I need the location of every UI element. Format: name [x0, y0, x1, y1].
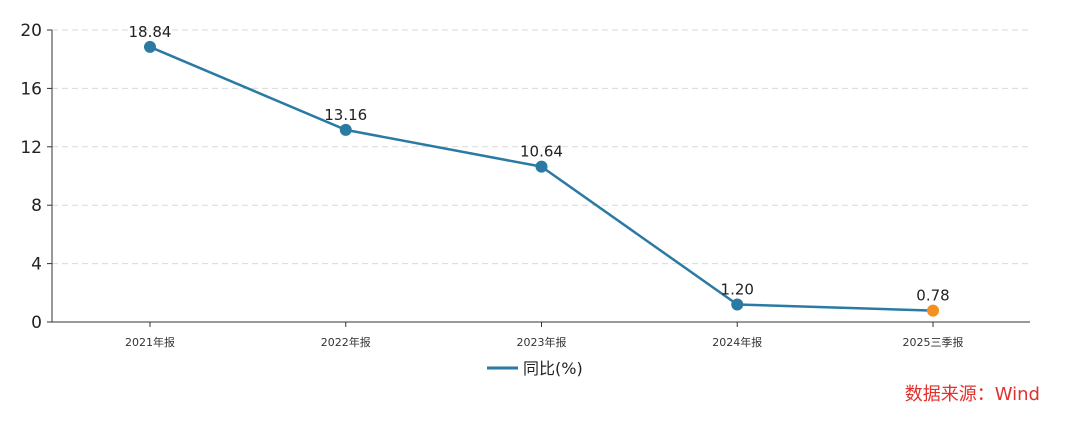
- x-tick-label: 2025三季报: [903, 335, 964, 349]
- source-note: 数据来源：Wind: [905, 384, 1040, 405]
- y-tick-labels: 0 4 8 12 16 20: [20, 21, 52, 333]
- x-tick-labels: 2021年报 2022年报 2023年报 2024年报 2025三季报: [125, 322, 964, 349]
- x-tick-label: 2023年报: [517, 335, 567, 349]
- data-point: [535, 160, 548, 173]
- data-label: 13.16: [324, 106, 367, 124]
- legend[interactable]: 同比(%): [487, 359, 583, 378]
- y-tick-label: 4: [31, 255, 42, 275]
- data-label: 1.20: [721, 280, 754, 298]
- y-tick-label: 12: [20, 138, 42, 158]
- grid-lines: [52, 29, 1030, 265]
- data-label: 18.84: [129, 23, 172, 41]
- x-tick-label: 2024年报: [712, 335, 762, 349]
- data-point: [339, 123, 352, 136]
- axes: [51, 30, 1030, 323]
- data-point: [927, 304, 939, 317]
- y-tick-label: 20: [20, 21, 42, 41]
- y-tick-label: 0: [31, 313, 42, 333]
- data-point: [144, 40, 156, 53]
- x-tick-label: 2022年报: [321, 335, 371, 349]
- series-group: 18.84 13.16 10.64 1.20 0.78: [129, 23, 950, 317]
- y-tick-label: 16: [20, 79, 42, 99]
- data-label: 10.64: [520, 143, 563, 161]
- legend-label: 同比(%): [523, 359, 583, 378]
- data-point: [731, 298, 744, 311]
- data-label: 0.78: [916, 287, 949, 305]
- series-line: [149, 45, 934, 312]
- y-tick-label: 8: [31, 196, 42, 216]
- x-tick-label: 2021年报: [125, 335, 175, 349]
